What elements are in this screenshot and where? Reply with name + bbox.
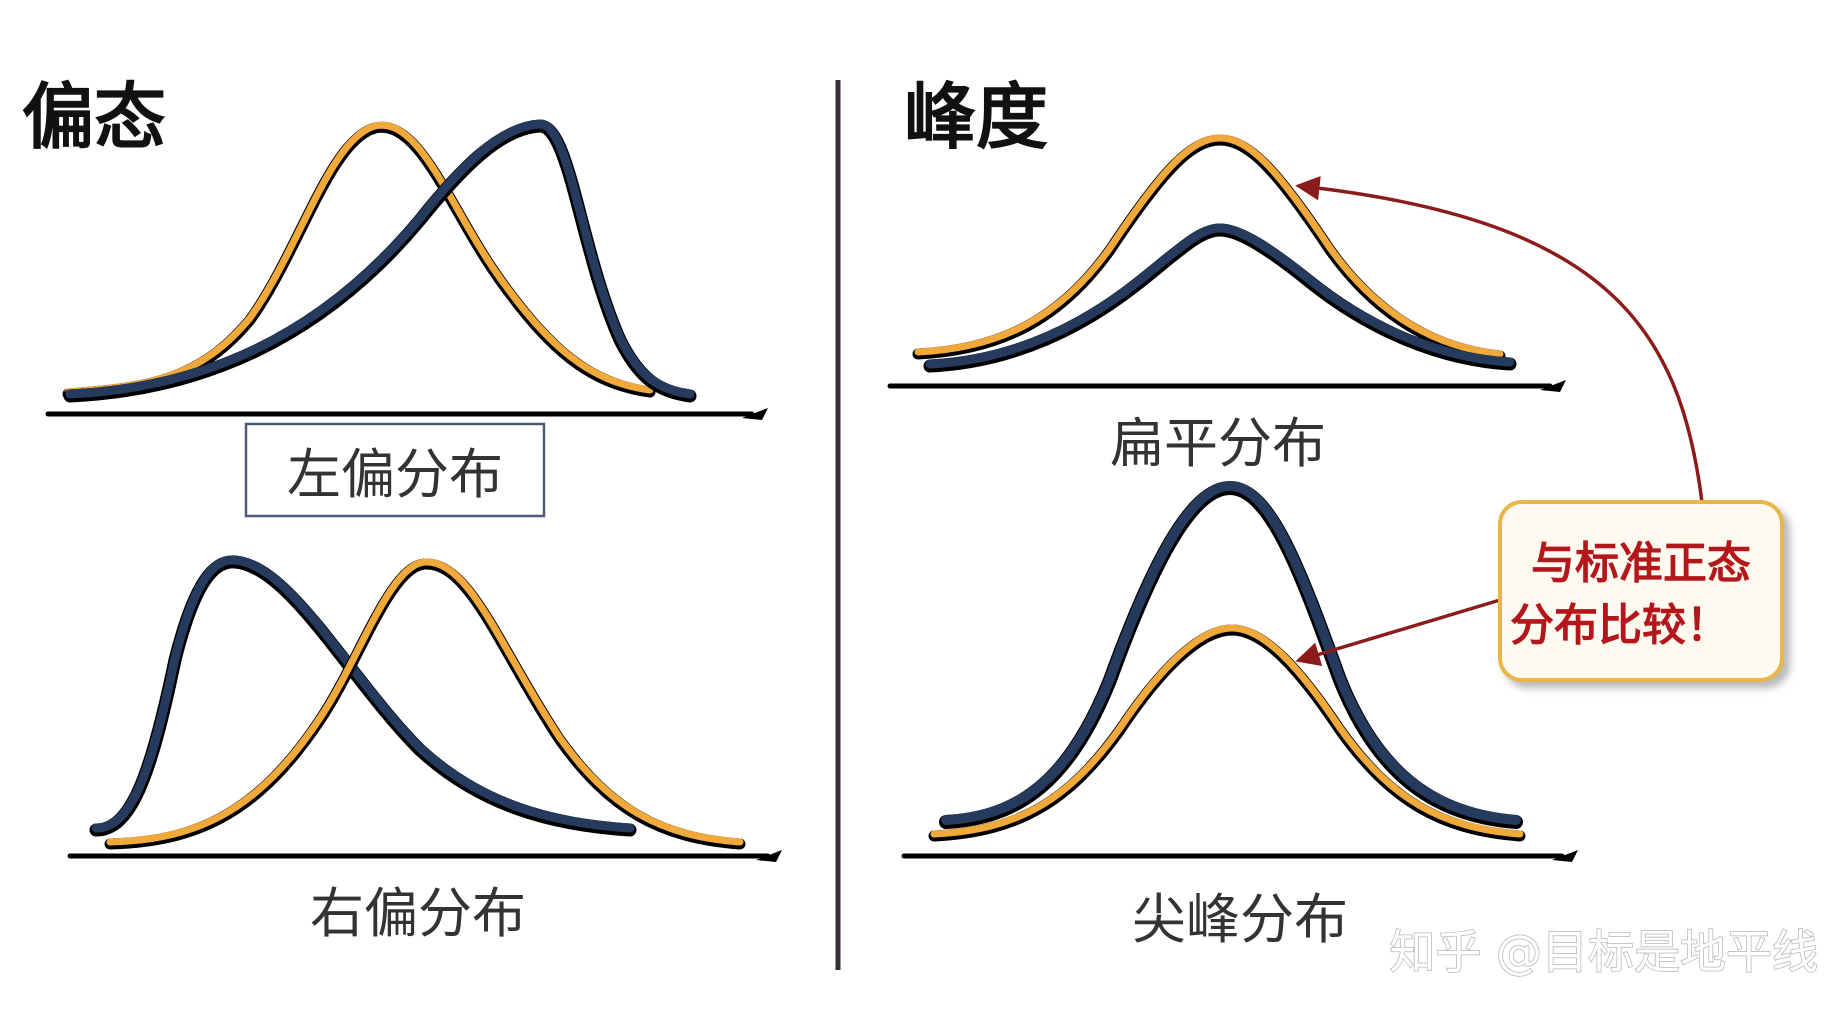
right-skew-chart [67,555,782,862]
normal-curve-shadow [104,558,746,850]
callout-box [1498,500,1784,682]
skewed-curve-shadow [89,555,637,837]
leptokurtic-curve [941,481,1521,825]
left-skew-chart [45,119,768,420]
platykurtic-curve [925,223,1515,369]
kurtosis-heading: 峰度 [904,75,1048,159]
normal-reference-curve [930,624,1524,838]
skewness-heading: 偏态 [22,75,166,159]
normal-reference-curve [914,134,1504,358]
left-skew-caption-box [244,422,546,518]
platykurtic-chart [887,134,1566,392]
axis-arrow-icon [756,850,782,862]
callout-line1: 与标准正态 [1531,538,1751,589]
axis-arrow-icon [1552,850,1578,862]
leptokurtic-caption: 尖峰分布 [1132,888,1348,951]
watermark: 知乎 @目标是地平线 [1389,925,1818,979]
leptokurtic-chart [901,481,1578,862]
axis-arrow-icon [1540,380,1566,392]
peaked-curve-shadow [939,481,1523,829]
callout-arrow-to-leptokurtic [1295,598,1501,667]
platykurtic-caption: 扁平分布 [1110,412,1326,475]
left-skew-caption: 左偏分布 [287,443,503,506]
normal-reference-curve [64,121,654,396]
callout-arrow-to-platykurtic [1295,175,1704,503]
left-skewed-curve [65,119,695,399]
right-skew-caption: 右偏分布 [310,882,526,945]
normal-reference-curve [106,558,744,846]
axis-arrow-icon [742,408,768,420]
right-skewed-curve [91,555,635,833]
comparison-callout: 与标准正态 分布比较！ [1295,175,1784,682]
callout-line2: 分布比较！ [1510,600,1730,651]
